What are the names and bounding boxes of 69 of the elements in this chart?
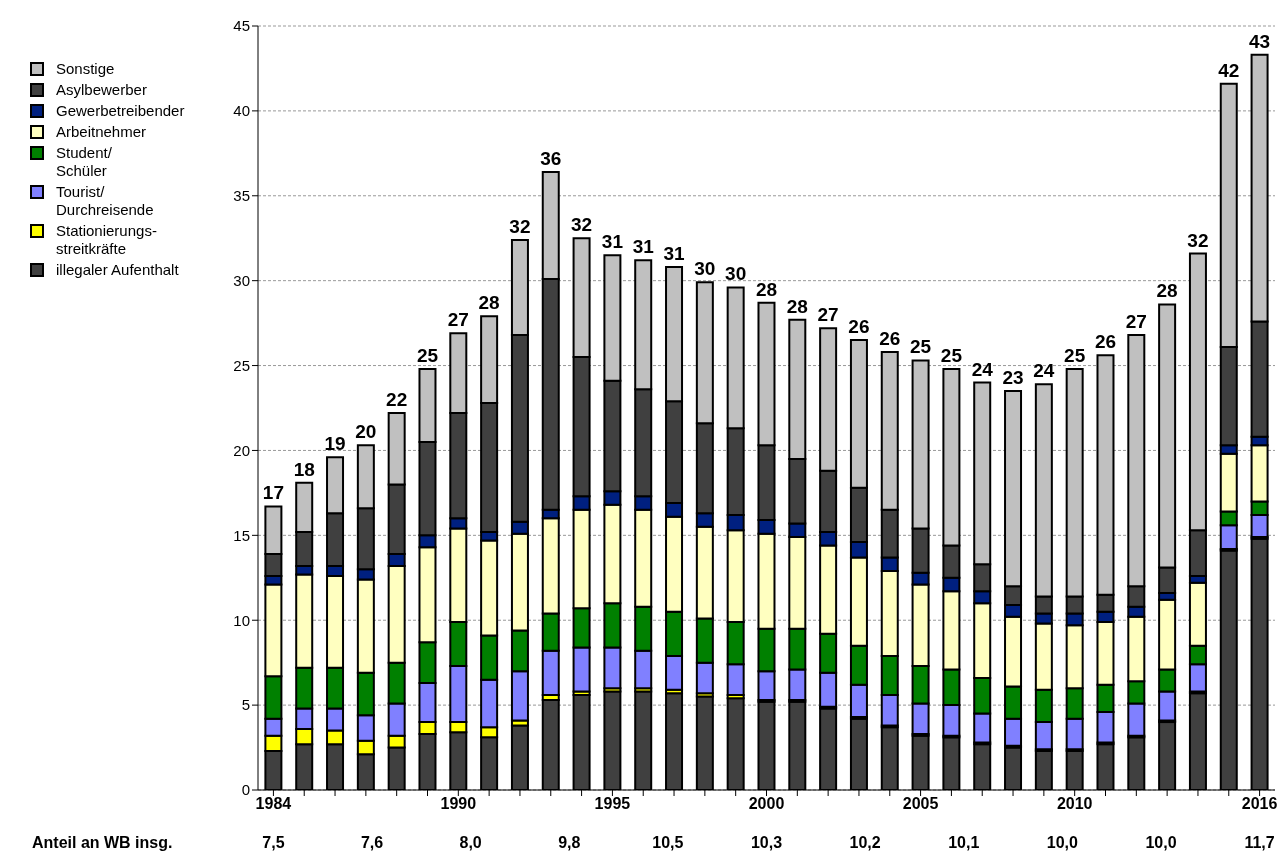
total-label: 28: [1156, 280, 1178, 302]
total-label: 31: [632, 236, 655, 258]
total-label: 42: [1218, 59, 1240, 81]
y-tick-label: 0: [241, 781, 250, 799]
total-label: 22: [386, 389, 408, 411]
total-label: 26: [879, 327, 901, 349]
total-label: 30: [725, 263, 747, 285]
total-label: 28: [478, 292, 500, 314]
y-tick-label: 10: [233, 611, 250, 629]
y-tick-label: 15: [233, 526, 250, 544]
total-label: 36: [540, 148, 562, 170]
total-label: 27: [1125, 311, 1147, 332]
legend-label: Arbeitnehmer: [56, 123, 147, 141]
total-label: 24: [971, 358, 994, 380]
text: 7,5: [261, 834, 286, 852]
total-label: 32: [571, 214, 593, 236]
total-label: 27: [447, 309, 469, 331]
x-tick-label: 1984: [255, 795, 292, 813]
x-tick-label: 2010: [1056, 795, 1093, 813]
text: 10,1: [947, 834, 981, 852]
total-label: 23: [1002, 367, 1024, 389]
total-label: 25: [940, 344, 963, 366]
y-tick-label: 45: [233, 17, 250, 35]
total-label: 20: [355, 421, 377, 443]
total-label: 18: [293, 458, 315, 480]
legend-label: Asylbewerber: [56, 81, 147, 99]
text: Anteil an WB insg.: [32, 834, 173, 852]
text: 10,0: [1045, 834, 1079, 852]
x-tick-label: 2000: [748, 795, 785, 813]
total-label: 25: [1064, 344, 1086, 366]
y-tick-label: 40: [233, 102, 250, 120]
legend-label: Tourist/ Durchreisende: [56, 183, 154, 219]
y-tick-label: 35: [233, 187, 250, 205]
total-label: 17: [262, 482, 284, 504]
total-label: 32: [1187, 229, 1209, 251]
legend-label: Sonstige: [56, 60, 115, 78]
text: 10,0: [1144, 834, 1178, 852]
text: 9,8: [557, 834, 582, 852]
x-tick-label: 1995: [594, 795, 631, 813]
total-label: 26: [1094, 331, 1117, 353]
x-tick-label: 1990: [440, 795, 477, 813]
text: 10,5: [651, 834, 685, 852]
y-tick-label: 20: [233, 441, 250, 459]
total-label: 24: [1033, 360, 1055, 382]
y-tick-label: 25: [233, 356, 250, 374]
total-label: 25: [910, 336, 932, 358]
total-label: 25: [416, 344, 439, 366]
text: 7,6: [359, 834, 385, 852]
total-label: 19: [324, 433, 346, 455]
total-label: 32: [509, 215, 531, 237]
legend-label: Gewerbetreibender: [56, 102, 185, 120]
x-tick-label: 2016: [1241, 795, 1278, 813]
text: 10,3: [749, 834, 784, 852]
legend-label: illegaler Aufenthalt: [56, 261, 179, 279]
y-tick-label: 5: [241, 696, 250, 714]
x-tick-label: 2005: [902, 795, 939, 813]
total-label: 43: [1249, 30, 1271, 52]
legend-label: Student/ Schüler: [56, 144, 112, 180]
total-label: 27: [817, 304, 839, 326]
y-tick-label: 30: [233, 271, 250, 289]
total-label: 28: [786, 295, 808, 317]
total-label: 31: [663, 243, 686, 265]
total-label: 31: [601, 231, 624, 253]
text: 10,2: [848, 834, 882, 852]
total-label: 26: [848, 316, 870, 338]
total-label: 30: [694, 258, 716, 280]
total-label: 28: [755, 278, 778, 300]
text: 8,0: [458, 834, 483, 852]
text: 11,7: [1243, 834, 1276, 852]
